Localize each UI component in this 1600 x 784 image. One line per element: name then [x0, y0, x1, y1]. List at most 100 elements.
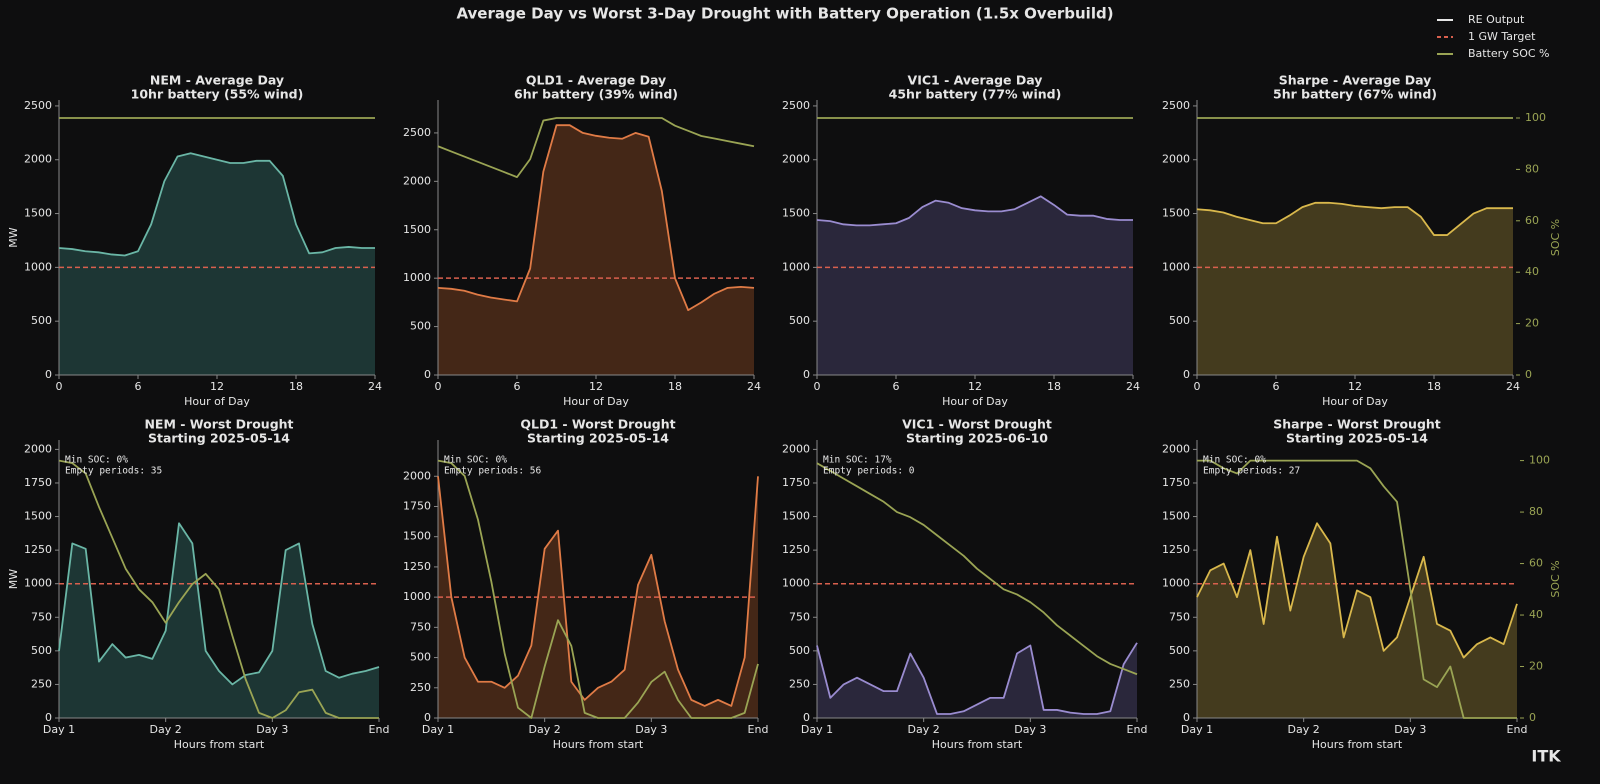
- y-tick-label: 750: [789, 610, 810, 623]
- x-tick-label: Day 1: [801, 723, 833, 736]
- y2-tick-label: 60: [1525, 214, 1539, 227]
- y2-tick-label: 0: [1529, 711, 1536, 724]
- x-tick-label: 24: [1126, 380, 1140, 393]
- y2-tick-label: 60: [1529, 557, 1543, 570]
- y-tick-label: 500: [31, 314, 52, 327]
- re-line: [816, 195, 1133, 227]
- y-tick-label: 500: [789, 314, 810, 327]
- y-tick-label: 2500: [782, 99, 810, 112]
- legend-label: Battery SOC %: [1468, 47, 1549, 60]
- x-tick-label: 18: [289, 380, 303, 393]
- y2-tick-label: 100: [1525, 111, 1546, 124]
- y-tick-label: 0: [803, 711, 810, 724]
- x-axis-label: Hours from start: [553, 738, 644, 751]
- y-axis-label: MW: [7, 569, 20, 589]
- y-tick-label: 2500: [24, 99, 52, 112]
- y-tick-label: 0: [45, 711, 52, 724]
- y-tick-label: 1250: [1162, 543, 1190, 556]
- y-tick-label: 1000: [782, 260, 810, 273]
- x-axis-label: Hours from start: [174, 738, 265, 751]
- soc-line: [816, 462, 1138, 676]
- y-tick-label: 1000: [24, 260, 52, 273]
- x-tick-label: Day 2: [908, 723, 940, 736]
- re-line: [437, 124, 755, 312]
- area-fill: [817, 196, 1133, 375]
- y-tick-label: 500: [789, 644, 810, 657]
- x-tick-label: 6: [514, 380, 521, 393]
- annotation: Empty periods: 56: [444, 466, 542, 477]
- x-tick-label: 12: [589, 380, 603, 393]
- y2-tick-label: 0: [1525, 368, 1532, 381]
- panel-subtitle: 10hr battery (55% wind): [131, 87, 304, 102]
- x-tick-label: Day 3: [1394, 723, 1426, 736]
- y-tick-label: 0: [45, 368, 52, 381]
- x-tick-label: 18: [1047, 380, 1061, 393]
- x-tick-label: 24: [368, 380, 382, 393]
- y-tick-label: 1250: [403, 560, 431, 573]
- x-axis-label: Hours from start: [932, 738, 1023, 751]
- y2-tick-label: 80: [1525, 162, 1539, 175]
- y-tick-label: 2000: [24, 442, 52, 455]
- x-axis-label: Hour of Day: [1322, 395, 1388, 408]
- y-tick-label: 2000: [24, 153, 52, 166]
- x-tick-label: 24: [747, 380, 761, 393]
- y-tick-label: 1250: [24, 543, 52, 556]
- panel-title: Sharpe - Worst Drought: [1273, 417, 1441, 432]
- y2-tick-label: 100: [1529, 454, 1550, 467]
- x-tick-label: 6: [1273, 380, 1280, 393]
- x-axis-label: Hour of Day: [942, 395, 1008, 408]
- y-tick-label: 250: [1169, 677, 1190, 690]
- y-axis-label: MW: [7, 227, 20, 247]
- x-tick-label: 0: [435, 380, 442, 393]
- soc-line: [437, 117, 755, 179]
- annotation: Min SOC: 0%: [65, 455, 128, 466]
- y-tick-label: 0: [803, 368, 810, 381]
- y-tick-label: 2000: [782, 153, 810, 166]
- y2-tick-label: 40: [1529, 608, 1543, 621]
- panel-subtitle: Starting 2025-06-10: [906, 431, 1048, 446]
- y2-tick-label: 40: [1525, 265, 1539, 278]
- x-tick-label: 12: [210, 380, 224, 393]
- y-tick-label: 1500: [1162, 510, 1190, 523]
- y2-axis-label: SOC %: [1549, 560, 1562, 597]
- panel-subtitle: Starting 2025-05-14: [148, 431, 290, 446]
- x-tick-label: 18: [1427, 380, 1441, 393]
- panel-subtitle: 6hr battery (39% wind): [514, 87, 678, 102]
- y-tick-label: 1250: [782, 543, 810, 556]
- re-line: [1196, 522, 1518, 659]
- legend-label: RE Output: [1468, 13, 1525, 26]
- y-tick-label: 500: [410, 320, 431, 333]
- x-tick-label: 12: [968, 380, 982, 393]
- y-tick-label: 500: [410, 651, 431, 664]
- panel-title: QLD1 - Average Day: [526, 73, 666, 88]
- y-tick-label: 500: [1169, 314, 1190, 327]
- y-tick-label: 2000: [1162, 153, 1190, 166]
- y-tick-label: 1500: [403, 530, 431, 543]
- x-tick-label: 0: [56, 380, 63, 393]
- area-fill: [59, 153, 375, 375]
- y2-tick-label: 80: [1529, 505, 1543, 518]
- soc-line: [1197, 459, 1517, 719]
- x-axis-label: Hour of Day: [184, 395, 250, 408]
- x-tick-label: Day 1: [1181, 723, 1213, 736]
- panel-title: VIC1 - Average Day: [908, 73, 1043, 88]
- area-fill: [59, 523, 379, 718]
- y-tick-label: 2000: [403, 174, 431, 187]
- x-tick-label: Day 3: [256, 723, 288, 736]
- y-tick-label: 250: [410, 681, 431, 694]
- y-tick-label: 750: [31, 610, 52, 623]
- panel-subtitle: 5hr battery (67% wind): [1273, 87, 1437, 102]
- y-tick-label: 1500: [1162, 207, 1190, 220]
- x-axis-label: Hour of Day: [563, 395, 629, 408]
- y-tick-label: 1000: [782, 577, 810, 590]
- y-tick-label: 2000: [403, 469, 431, 482]
- x-tick-label: 24: [1506, 380, 1520, 393]
- panel-title: Sharpe - Average Day: [1279, 73, 1432, 88]
- y2-axis-label: SOC %: [1549, 219, 1562, 256]
- y-tick-label: 2500: [403, 126, 431, 139]
- annotation: Min SOC: 0%: [444, 455, 507, 466]
- y2-tick-label: 20: [1525, 317, 1539, 330]
- y-tick-label: 0: [424, 368, 431, 381]
- y-tick-label: 500: [31, 644, 52, 657]
